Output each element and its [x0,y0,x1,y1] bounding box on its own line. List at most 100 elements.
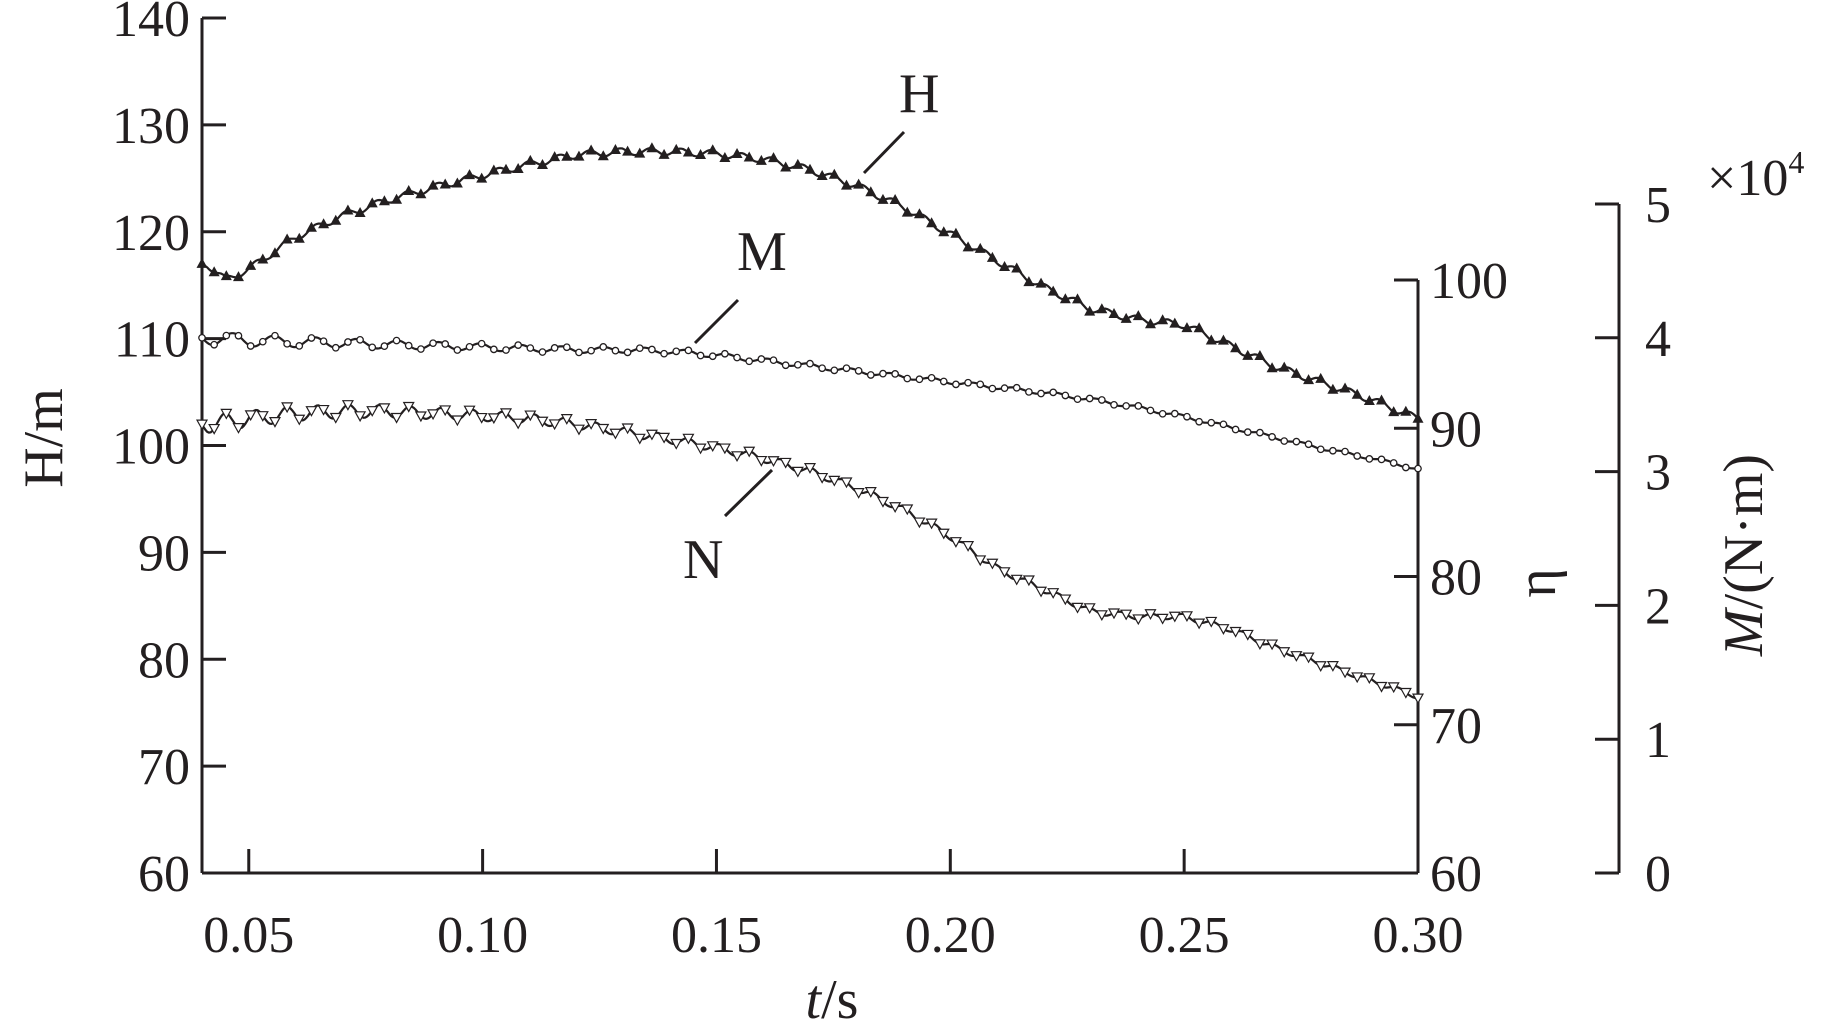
data-point-n [670,438,683,450]
data-point-h [634,147,646,158]
data-point-n [1217,624,1230,635]
data-point-m [769,356,778,365]
data-point-h [232,271,244,282]
data-point-n [499,408,513,420]
data-point-n [281,402,294,414]
data-point-n [512,418,525,430]
data-point-n [633,433,646,445]
data-point-h [196,257,208,268]
data-point-h [1059,293,1071,304]
data-point-h [354,206,366,217]
data-point-m [575,348,583,357]
data-point-n [1180,611,1193,623]
data-point-n [743,446,756,458]
data-point-n [524,410,537,422]
data-point-h [840,179,852,190]
data-point-m [344,338,352,346]
data-point-m [1256,428,1264,437]
data-point-m [1085,394,1094,403]
y-right-eta-tick-label: 70 [1430,698,1482,755]
data-point-h [609,144,621,155]
data-point-h [1193,322,1205,333]
data-point-h [464,169,476,180]
data-point-n [913,517,926,529]
data-point-n [1302,652,1315,664]
data-point-n [901,504,914,516]
y-right-eta-axis-title: η [1506,568,1568,597]
data-point-m [903,374,912,383]
series-tag-h: H [899,63,939,125]
data-point-m [988,384,997,393]
data-point-h [731,148,743,159]
data-point-m [623,348,632,357]
data-point-h [974,242,986,253]
data-point-h [1315,372,1327,383]
data-point-m [1268,433,1276,441]
data-point-n [1132,614,1145,626]
data-point-h [573,150,585,161]
data-point-n [621,423,634,435]
data-point-h [670,143,682,154]
data-point-h [257,253,269,264]
y-right-m-axis-title: M/(N·m) [1713,454,1775,657]
data-point-n [1095,610,1108,622]
data-point-n [974,555,987,567]
x-tick-label: 0.30 [1373,907,1464,964]
data-point-n [414,411,427,423]
data-point-h [622,145,634,156]
data-point-h [707,144,719,155]
data-point-h [1157,314,1169,325]
y-left-tick-label: 140 [112,0,190,48]
data-point-h [1132,310,1144,321]
data-point-m [417,345,425,353]
data-point-h [1266,362,1278,373]
data-point-n [463,405,476,417]
data-point-n [232,423,245,434]
data-point-h [1363,394,1375,405]
data-point-m [648,345,656,354]
data-point-n [1205,616,1218,628]
data-point-h [950,227,962,238]
data-point-m [745,357,754,366]
data-point-h [804,163,816,174]
data-point-h [682,146,694,157]
data-point-m [599,343,608,351]
data-point-m [198,333,206,342]
data-point-m [1365,455,1374,463]
data-point-m [891,370,899,378]
data-point-m [1110,400,1118,409]
data-point-m [526,344,535,352]
data-point-m [331,343,340,352]
x-tick-label: 0.05 [203,907,294,964]
data-point-n [706,441,719,453]
data-point-m [1170,409,1179,418]
data-point-h [391,193,403,204]
y-right-m-tick-label: 4 [1645,311,1671,368]
data-point-h [1303,374,1315,385]
data-point-n [1071,602,1084,614]
x-tick-label: 0.20 [905,907,996,964]
data-point-n [1241,629,1254,641]
data-point-n [268,416,281,428]
data-point-n [779,457,792,469]
data-point-m [1219,420,1228,429]
data-point-n [366,406,379,417]
data-point-n [439,405,452,417]
data-point-n [1022,575,1035,587]
data-point-h [1230,342,1242,353]
data-point-n [256,411,269,422]
data-point-m [234,331,243,340]
data-point-n [718,443,731,455]
data-point-m [781,361,790,370]
data-point-m [465,342,474,351]
data-point-m [611,346,620,355]
data-point-m [830,366,839,375]
data-point-h [1181,322,1193,333]
data-point-n [1193,618,1206,630]
data-point-h [439,178,451,189]
data-point-h [986,251,998,262]
data-point-n [1290,651,1303,662]
y-left-tick-label: 120 [112,205,190,262]
data-point-m [368,343,377,352]
series-line-n [201,403,1419,700]
